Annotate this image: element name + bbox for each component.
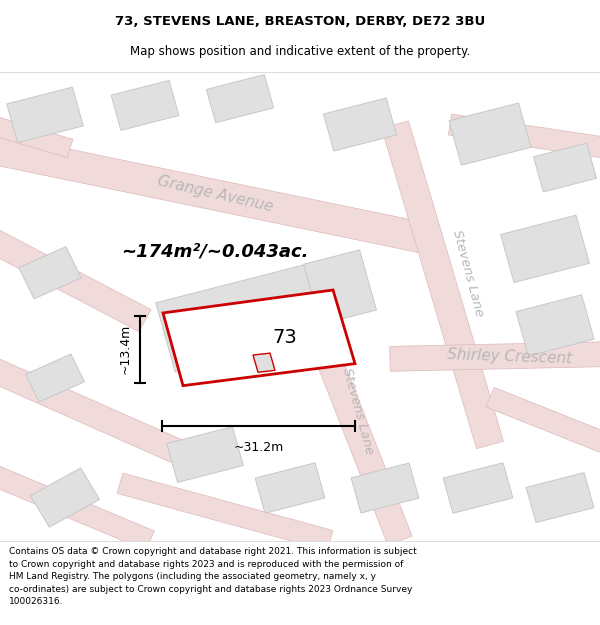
- Text: Grange Avenue: Grange Avenue: [155, 174, 274, 215]
- Polygon shape: [26, 354, 85, 402]
- Polygon shape: [117, 473, 333, 551]
- Polygon shape: [19, 247, 81, 299]
- Text: ~31.2m: ~31.2m: [233, 441, 284, 454]
- Polygon shape: [443, 462, 513, 513]
- Polygon shape: [323, 98, 397, 151]
- Polygon shape: [163, 290, 355, 386]
- Polygon shape: [0, 228, 151, 331]
- Text: 73, STEVENS LANE, BREASTON, DERBY, DE72 3BU: 73, STEVENS LANE, BREASTON, DERBY, DE72 …: [115, 15, 485, 28]
- Polygon shape: [167, 427, 243, 483]
- Polygon shape: [255, 462, 325, 513]
- Polygon shape: [516, 295, 594, 356]
- Polygon shape: [304, 250, 376, 324]
- Text: ~13.4m: ~13.4m: [119, 324, 132, 374]
- Text: Shirley Crescent: Shirley Crescent: [448, 348, 572, 367]
- Polygon shape: [486, 388, 600, 454]
- Text: ~174m²/~0.043ac.: ~174m²/~0.043ac.: [121, 242, 309, 261]
- Polygon shape: [0, 116, 73, 158]
- Polygon shape: [533, 143, 596, 192]
- Polygon shape: [0, 134, 433, 254]
- Text: Stevens Lane: Stevens Lane: [450, 228, 486, 318]
- Polygon shape: [31, 468, 100, 528]
- Text: Contains OS data © Crown copyright and database right 2021. This information is : Contains OS data © Crown copyright and d…: [9, 548, 417, 606]
- Polygon shape: [7, 87, 83, 142]
- Polygon shape: [253, 353, 275, 372]
- Polygon shape: [449, 103, 531, 165]
- Polygon shape: [111, 81, 179, 131]
- Polygon shape: [390, 342, 600, 371]
- Text: 73: 73: [272, 328, 298, 348]
- Polygon shape: [382, 121, 503, 449]
- Text: Stevens Lane: Stevens Lane: [340, 367, 376, 456]
- Text: Map shows position and indicative extent of the property.: Map shows position and indicative extent…: [130, 45, 470, 58]
- Polygon shape: [0, 357, 200, 471]
- Polygon shape: [206, 74, 274, 122]
- Polygon shape: [298, 307, 412, 545]
- Polygon shape: [351, 463, 419, 513]
- Polygon shape: [500, 215, 589, 282]
- Polygon shape: [448, 114, 600, 159]
- Polygon shape: [0, 464, 154, 550]
- Polygon shape: [156, 259, 344, 372]
- Polygon shape: [526, 472, 594, 522]
